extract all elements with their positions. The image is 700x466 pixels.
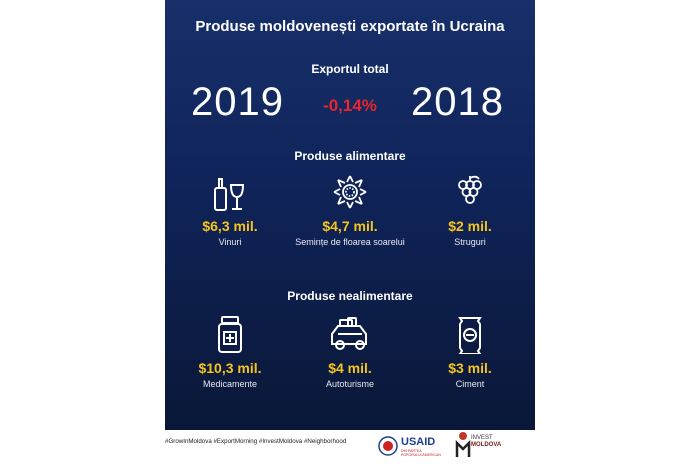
nonfood-heading: Produse nealimentare (287, 289, 413, 303)
year-2018: 2018 (411, 80, 504, 124)
car-value: $4 mil. (328, 360, 372, 376)
cement-bag-icon (458, 317, 482, 354)
moldova-line: MOLDOVA (471, 442, 502, 448)
car-label: Autoturisme (325, 379, 375, 389)
grapes-value: $2 mil. (448, 218, 492, 234)
wine-value: $6,3 mil. (202, 218, 258, 234)
sunflower-icon (333, 175, 367, 209)
nonfood-item-car: $4 mil. Autoturisme (295, 314, 405, 390)
grapes-icon (458, 175, 482, 204)
medicine-value: $10,3 mil. (198, 360, 262, 376)
food-item-wine: $6,3 mil. Vinuri (175, 172, 285, 248)
cement-value: $3 mil. (448, 360, 492, 376)
wine-icon (214, 178, 245, 211)
invest-moldova-mark-icon (455, 432, 471, 457)
export-change: -0,14% (323, 96, 377, 115)
food-item-sunflower: $4,7 mil. Semințe de floarea soarelui (295, 172, 405, 248)
sunflower-label: Semințe de floarea soarelui (295, 237, 405, 247)
usaid-subtext: DIN PARTEA POPORULUI AMERICAN (401, 449, 441, 457)
invest-moldova-logo: INVEST MOLDOVA (455, 431, 535, 463)
invest-moldova-text: INVEST MOLDOVA (471, 435, 501, 449)
nonfood-item-medicine: $10,3 mil. Medicamente (175, 314, 285, 390)
usaid-logo: USAID DIN PARTEA POPORULUI AMERICAN (378, 434, 441, 460)
invest-line: INVEST (471, 435, 493, 441)
export-total-label: Exportul total (311, 62, 389, 76)
medicine-icon (218, 316, 242, 353)
food-item-grapes: $2 mil. Struguri (415, 172, 525, 248)
usaid-text: USAID (401, 436, 436, 448)
hashtags: #GrowInMoldova #ExportMorning #InvestMol… (165, 438, 347, 445)
infographic-card: Produse moldovenești exportate în Ucrain… (165, 0, 535, 430)
medicine-label: Medicamente (202, 379, 258, 389)
page-title: Produse moldovenești exportate în Ucrain… (195, 18, 505, 35)
sunflower-value: $4,7 mil. (322, 218, 378, 234)
grapes-label: Struguri (454, 237, 486, 247)
food-heading: Produse alimentare (294, 149, 406, 163)
year-2019: 2019 (191, 80, 284, 124)
usaid-seal-icon (378, 436, 398, 456)
car-icon (331, 317, 367, 350)
wine-label: Vinuri (218, 237, 242, 247)
cement-label: Ciment (455, 379, 485, 389)
nonfood-item-cement: $3 mil. Ciment (415, 314, 525, 390)
